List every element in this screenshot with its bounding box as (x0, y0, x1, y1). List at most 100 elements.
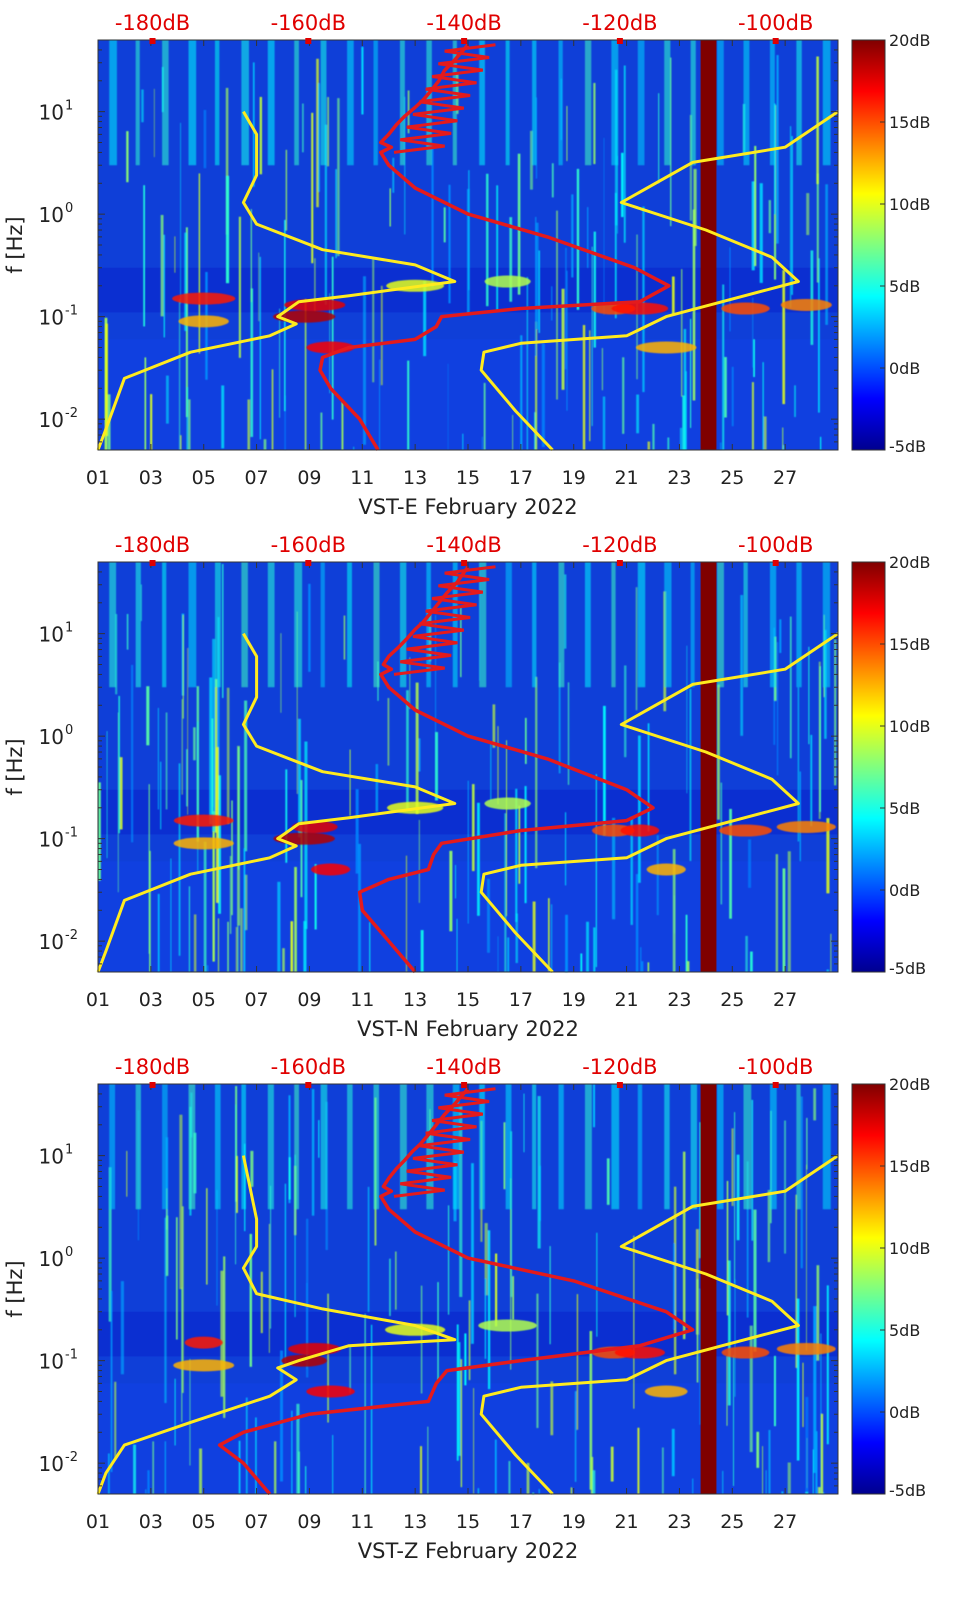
noise-streak (689, 114, 692, 221)
noise-streak (816, 1265, 820, 1361)
noise-streak (189, 1358, 191, 1466)
noise-streak (722, 1470, 724, 1494)
noise-streak (815, 1431, 818, 1494)
noise-streak (720, 782, 723, 905)
x-tick-label: 25 (720, 467, 744, 489)
noise-streak (564, 812, 567, 886)
noise-streak (524, 717, 527, 764)
microseism-spot (184, 1336, 223, 1349)
noise-streak (808, 646, 810, 745)
noise-streak (353, 446, 355, 450)
noise-streak (157, 707, 159, 810)
noise-streak (304, 299, 307, 450)
noise-streak (285, 149, 288, 231)
noise-streak (447, 1205, 450, 1315)
noise-streak (294, 866, 297, 972)
noise-streak (427, 1426, 429, 1494)
noise-streak (447, 363, 449, 450)
x-tick-label: 05 (192, 989, 216, 1011)
noise-streak (487, 878, 490, 953)
noise-streak (250, 209, 252, 303)
red-psd-oscillation (393, 43, 496, 154)
noise-streak (212, 638, 216, 832)
y-tick-label: 10 (39, 1452, 64, 1476)
noise-streak (236, 1156, 238, 1213)
daily-noise-column (637, 562, 646, 688)
noise-streak (749, 1325, 753, 1453)
top-db-tick-label: -180dB (115, 1055, 190, 1079)
noise-streak (274, 1441, 277, 1494)
noise-streak (221, 385, 225, 449)
noise-streak (787, 851, 791, 972)
noise-streak (526, 276, 529, 450)
noise-streak (349, 1345, 351, 1393)
noise-streak (481, 436, 483, 450)
noise-streak (178, 763, 181, 956)
noise-streak (510, 1131, 513, 1297)
noise-streak (673, 1186, 677, 1375)
noise-streak (647, 441, 651, 450)
noise-streak (462, 433, 464, 450)
microseism-spot (310, 863, 351, 876)
noise-streak (157, 893, 160, 972)
daily-noise-column (479, 40, 485, 166)
colorbar-tick-label: 20dB (889, 553, 931, 572)
noise-streak (756, 1431, 760, 1468)
noise-streak (682, 395, 686, 450)
noise-streak (564, 574, 567, 649)
noise-streak (537, 1096, 541, 1249)
noise-streak (647, 962, 650, 972)
noise-streak (693, 168, 697, 247)
noise-streak (174, 236, 176, 273)
daily-noise-column (822, 40, 831, 166)
noise-streak (362, 276, 367, 445)
noise-streak (375, 764, 379, 812)
noise-streak (193, 914, 197, 972)
noise-streak (589, 330, 591, 442)
x-tick-label: 17 (509, 467, 533, 489)
x-tick-label: 13 (403, 989, 427, 1011)
noise-streak (449, 850, 453, 932)
noise-streak (685, 371, 687, 450)
noise-streak (119, 757, 123, 830)
colorbar-tick-label: 10dB (889, 195, 931, 214)
colorbar-gradient (851, 561, 886, 973)
data-gap-column (700, 1084, 717, 1494)
noise-streak (245, 1397, 248, 1494)
noise-streak (487, 1230, 491, 1390)
noise-streak (332, 1434, 334, 1494)
noise-streak (415, 682, 419, 815)
x-tick-label: 27 (773, 989, 797, 1011)
daily-noise-column (214, 40, 220, 166)
noise-streak (327, 1293, 329, 1423)
daily-noise-column (505, 40, 510, 166)
top-db-tick-mark (461, 560, 468, 566)
noise-streak (722, 284, 725, 450)
noise-streak (483, 382, 486, 450)
noise-streak (490, 741, 492, 802)
daily-noise-column (479, 562, 487, 688)
noise-streak (818, 1487, 821, 1494)
microseism-spot (178, 315, 229, 328)
noise-streak (206, 1188, 208, 1285)
daily-noise-column (690, 562, 695, 688)
noise-streak (621, 152, 624, 218)
noise-streak (805, 1491, 809, 1494)
noise-streak (671, 276, 675, 315)
noise-streak (797, 687, 800, 842)
top-db-tick-label: -180dB (115, 11, 190, 35)
y-tick-exponent: 0 (65, 201, 73, 216)
noise-streak (284, 1183, 287, 1366)
daily-noise-column (532, 562, 537, 688)
noise-streak (784, 1120, 786, 1254)
noise-streak (271, 369, 274, 450)
noise-streak (558, 662, 561, 774)
noise-streak (661, 1447, 664, 1494)
noise-streak (263, 439, 267, 450)
noise-streak (217, 617, 220, 800)
noise-streak (825, 184, 828, 325)
noise-streak (420, 1285, 423, 1394)
daily-noise-column (294, 562, 303, 688)
colorbar-tick-label: 20dB (889, 31, 931, 50)
